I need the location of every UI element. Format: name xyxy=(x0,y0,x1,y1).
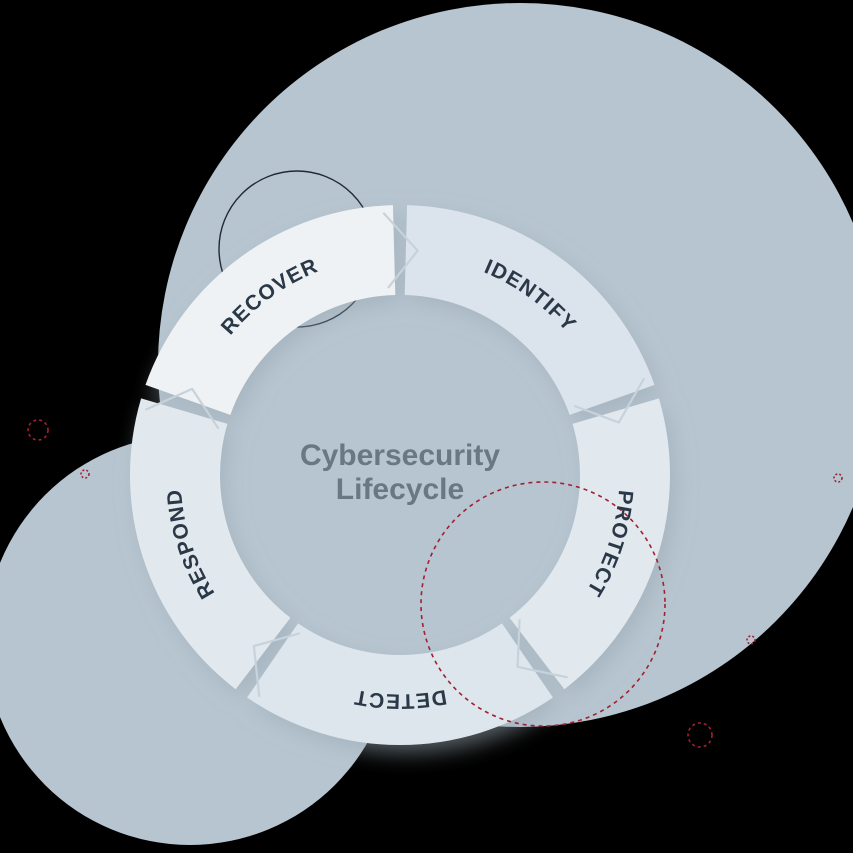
diagram-canvas: IDENTIFYPROTECTDETECTRESPONDRECOVER Cybe… xyxy=(0,0,853,853)
accent-circle-3 xyxy=(28,420,48,440)
lifecycle-diagram: IDENTIFYPROTECTDETECTRESPONDRECOVER Cybe… xyxy=(0,0,853,853)
accent-circle-2 xyxy=(688,723,712,747)
center-title-line2: Lifecycle xyxy=(336,473,464,506)
center-title-line1: Cybersecurity xyxy=(300,439,500,472)
